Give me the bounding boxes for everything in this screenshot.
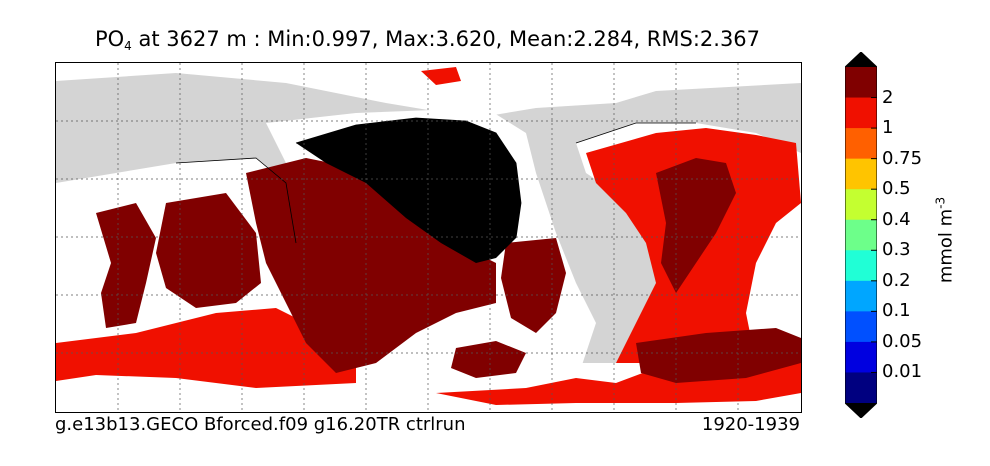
colorbar-tick-label: 2 (882, 86, 894, 108)
colorbar-tick-label: 0.1 (882, 300, 911, 322)
run-name: g.e13b13.GECO Bforced.f09 g16.20TR ctrlr… (55, 414, 466, 435)
colorbar-tick-label: 0.4 (882, 208, 911, 230)
field-level-above (296, 118, 521, 263)
colorbar-unit-base: mmol m (935, 208, 957, 284)
map-title: PO4 at 3627 m : Min:0.997, Max:3.620, Me… (0, 27, 855, 53)
colorbar-segment (845, 189, 877, 221)
colorbar (845, 52, 877, 418)
colorbar-tick-label: 0.2 (882, 269, 911, 291)
ocean-field-map (56, 63, 801, 412)
colorbar-unit: mmol m-3 (934, 197, 957, 283)
colorbar-segment (845, 372, 877, 404)
colorbar-segment (845, 158, 877, 190)
colorbar-segment (845, 341, 877, 373)
map-panel (55, 62, 802, 413)
time-period: 1920-1939 (701, 414, 800, 435)
colorbar-tick-label: 0.5 (882, 178, 911, 200)
title-variable-subscript: 4 (124, 39, 132, 53)
colorbar-unit-exponent: -3 (933, 196, 948, 209)
colorbar-segment (845, 250, 877, 282)
colorbar-under-triangle (845, 403, 877, 418)
title-variable: PO (94, 27, 125, 51)
colorbar-tick-label: 0.05 (882, 330, 923, 352)
colorbar-over-triangle (845, 52, 877, 67)
colorbar-segment (845, 280, 877, 312)
colorbar-tick-label: 1 (882, 117, 894, 139)
colorbar-segment (845, 219, 877, 251)
colorbar-segment (845, 311, 877, 343)
colorbar-segment (845, 97, 877, 129)
title-stats: at 3627 m : Min:0.997, Max:3.620, Mean:2… (131, 27, 761, 51)
colorbar-segment (845, 67, 877, 99)
colorbar-segment (845, 128, 877, 160)
graticule (56, 63, 801, 412)
colorbar-tick-label: 0.01 (882, 361, 923, 383)
colorbar-tick-label: 0.75 (882, 147, 923, 169)
colorbar-tick-label: 0.3 (882, 239, 911, 261)
